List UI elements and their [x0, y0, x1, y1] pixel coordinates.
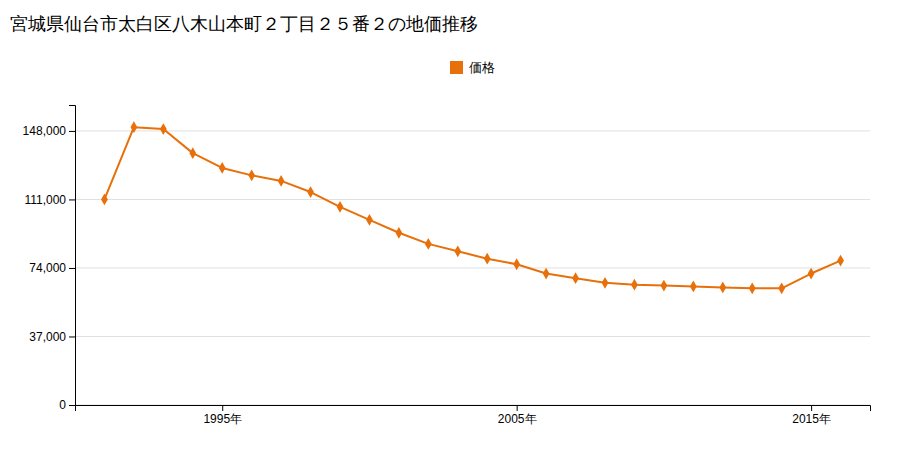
marker — [602, 277, 609, 289]
x-tick-mark — [517, 405, 518, 411]
y-tick-mark — [69, 199, 75, 200]
y-tick-mark — [69, 131, 75, 132]
y-tick-label: 111,000 — [24, 193, 66, 207]
chart: 宮城県仙台市太白区八木山本町２丁目２５番２の地価推移 1995年 2005年 2015… — [0, 0, 900, 450]
marker — [660, 280, 667, 292]
plot: 1995年 2005年 2015年 0 37,000 74,000 111,000 148,0… — [23, 106, 871, 426]
marker — [543, 268, 550, 280]
legend-label: 価格 — [469, 60, 495, 75]
x-tick-label: 2015年 — [792, 412, 831, 426]
marker — [307, 186, 314, 198]
y-tick-mark — [69, 268, 75, 269]
y-tick: 111,000 — [24, 193, 75, 207]
marker — [366, 214, 373, 226]
marker — [484, 253, 491, 265]
marker — [219, 162, 226, 174]
marker — [395, 227, 402, 239]
x-tick-label: 1995年 — [203, 412, 242, 426]
marker — [160, 123, 167, 135]
x-axis-line — [76, 406, 871, 412]
x-tick-label: 2005年 — [498, 412, 537, 426]
y-axis-line — [69, 106, 76, 406]
marker — [631, 279, 638, 291]
y-tick-mark — [69, 405, 75, 406]
legend-item: 価格 — [450, 60, 495, 75]
title: 宮城県仙台市太白区八木山本町２丁目２５番２の地価推移 — [10, 13, 478, 34]
y-tick: 37,000 — [29, 330, 75, 344]
marker — [749, 282, 756, 294]
marker — [248, 169, 255, 181]
marker — [101, 194, 108, 206]
marker — [130, 121, 137, 133]
y-tick: 74,000 — [29, 261, 75, 275]
y-axis: 0 37,000 74,000 111,000 148,000 — [23, 106, 76, 413]
marker — [837, 255, 844, 267]
marker — [690, 281, 697, 293]
marker — [189, 147, 196, 159]
grid — [75, 131, 870, 405]
x-tick: 2005年 — [498, 405, 537, 426]
marker — [337, 201, 344, 213]
x-tick: 1995年 — [203, 405, 242, 426]
y-tick-label: 74,000 — [29, 261, 66, 275]
grid-line — [75, 267, 870, 268]
y-tick-label: 0 — [59, 398, 66, 412]
line — [104, 127, 840, 288]
grid-line — [75, 199, 870, 200]
marker — [572, 272, 579, 284]
grid-line — [75, 336, 870, 337]
y-tick: 0 — [59, 398, 75, 412]
legend: 価格 — [450, 60, 495, 75]
x-tick-mark — [222, 405, 223, 411]
marker — [778, 282, 785, 294]
x-tick-mark — [811, 405, 812, 411]
marker — [513, 258, 520, 270]
grid-line — [75, 130, 870, 131]
y-tick-mark — [69, 336, 75, 337]
marks — [101, 121, 844, 294]
marker — [808, 268, 815, 280]
y-tick-label: 37,000 — [29, 330, 66, 344]
legend-swatch — [450, 61, 463, 74]
marker — [425, 238, 432, 250]
x-axis: 1995年 2005年 2015年 — [76, 405, 871, 426]
y-tick-label: 148,000 — [23, 124, 67, 138]
x-tick: 2015年 — [792, 405, 831, 426]
y-tick: 148,000 — [23, 124, 75, 138]
marker — [454, 245, 461, 257]
marker — [278, 175, 285, 187]
marker — [719, 282, 726, 294]
